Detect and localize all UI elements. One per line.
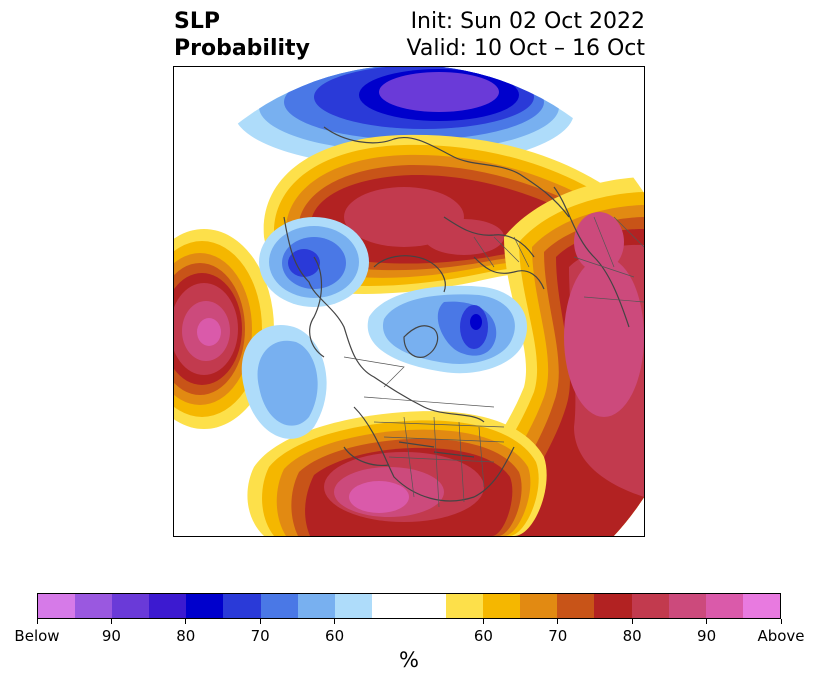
valid-range: Valid: 10 Oct – 16 Oct	[406, 36, 645, 61]
probability-map	[174, 67, 644, 536]
colorbar-tick-label: 80	[622, 627, 642, 645]
colorbar-tick	[334, 619, 336, 624]
colorbar-above-segment	[705, 594, 743, 618]
colorbar-above-segment	[742, 594, 780, 618]
map-frame	[173, 66, 645, 537]
colorbar-below-segment	[334, 594, 372, 618]
colorbar-below-segment	[75, 594, 113, 618]
pacific-below-region	[241, 217, 369, 439]
colorbar-below-segment	[223, 594, 261, 618]
colorbar-above-segment	[594, 594, 632, 618]
colorbar-tick	[631, 619, 633, 624]
colorbar-above-segment	[520, 594, 558, 618]
pacific-above-region	[174, 229, 274, 429]
arctic-below-region	[367, 285, 528, 374]
colorbar-neutral-segment	[371, 594, 447, 618]
colorbar-above-segment	[483, 594, 521, 618]
political-borders	[343, 216, 644, 508]
title-line-1: SLP	[174, 9, 220, 34]
colorbar-tick	[185, 619, 187, 624]
colorbar-unit-label: %	[399, 648, 419, 672]
colorbar-above-segment	[557, 594, 595, 618]
colorbar-tick-label: Above	[757, 627, 805, 645]
colorbar-above-segment	[446, 594, 484, 618]
map-title: SLP Probability	[174, 8, 310, 62]
colorbar-below-segment	[297, 594, 335, 618]
colorbar-tick-label: 90	[697, 627, 717, 645]
init-date: Init: Sun 02 Oct 2022	[410, 9, 645, 34]
colorbar-tick-label: 70	[548, 627, 568, 645]
colorbar-tick	[706, 619, 708, 624]
north-below-region	[234, 67, 574, 167]
colorbar-tick	[780, 619, 782, 624]
colorbar-below-segment	[186, 594, 224, 618]
colorbar-above-segment	[668, 594, 706, 618]
colorbar-below-segment	[38, 594, 76, 618]
colorbar-tick	[259, 619, 261, 624]
colorbar-below-segment	[112, 594, 150, 618]
colorbar-tick-label: 70	[250, 627, 270, 645]
atlantic-above-region	[424, 177, 644, 536]
arctic-above-band	[263, 134, 644, 294]
colorbar-tick-label: 60	[473, 627, 493, 645]
colorbar-tick	[36, 619, 38, 624]
colorbar-below-segment	[149, 594, 187, 618]
colorbar-below-segment	[260, 594, 298, 618]
colorbar-tick-label: 90	[101, 627, 121, 645]
colorbar-tick	[557, 619, 559, 624]
date-info: Init: Sun 02 Oct 2022 Valid: 10 Oct – 16…	[407, 8, 645, 62]
colorbar-tick-label: 80	[176, 627, 196, 645]
coastlines	[283, 126, 630, 502]
colorbar-tick	[110, 619, 112, 624]
colorbar-above-segment	[631, 594, 669, 618]
colorbar-tick	[482, 619, 484, 624]
colorbar-tick-label: Below	[14, 627, 60, 645]
probability-field	[174, 67, 644, 536]
colorbar	[37, 593, 781, 619]
title-line-2: Probability	[174, 36, 310, 61]
colorbar-tick-label: 60	[325, 627, 345, 645]
